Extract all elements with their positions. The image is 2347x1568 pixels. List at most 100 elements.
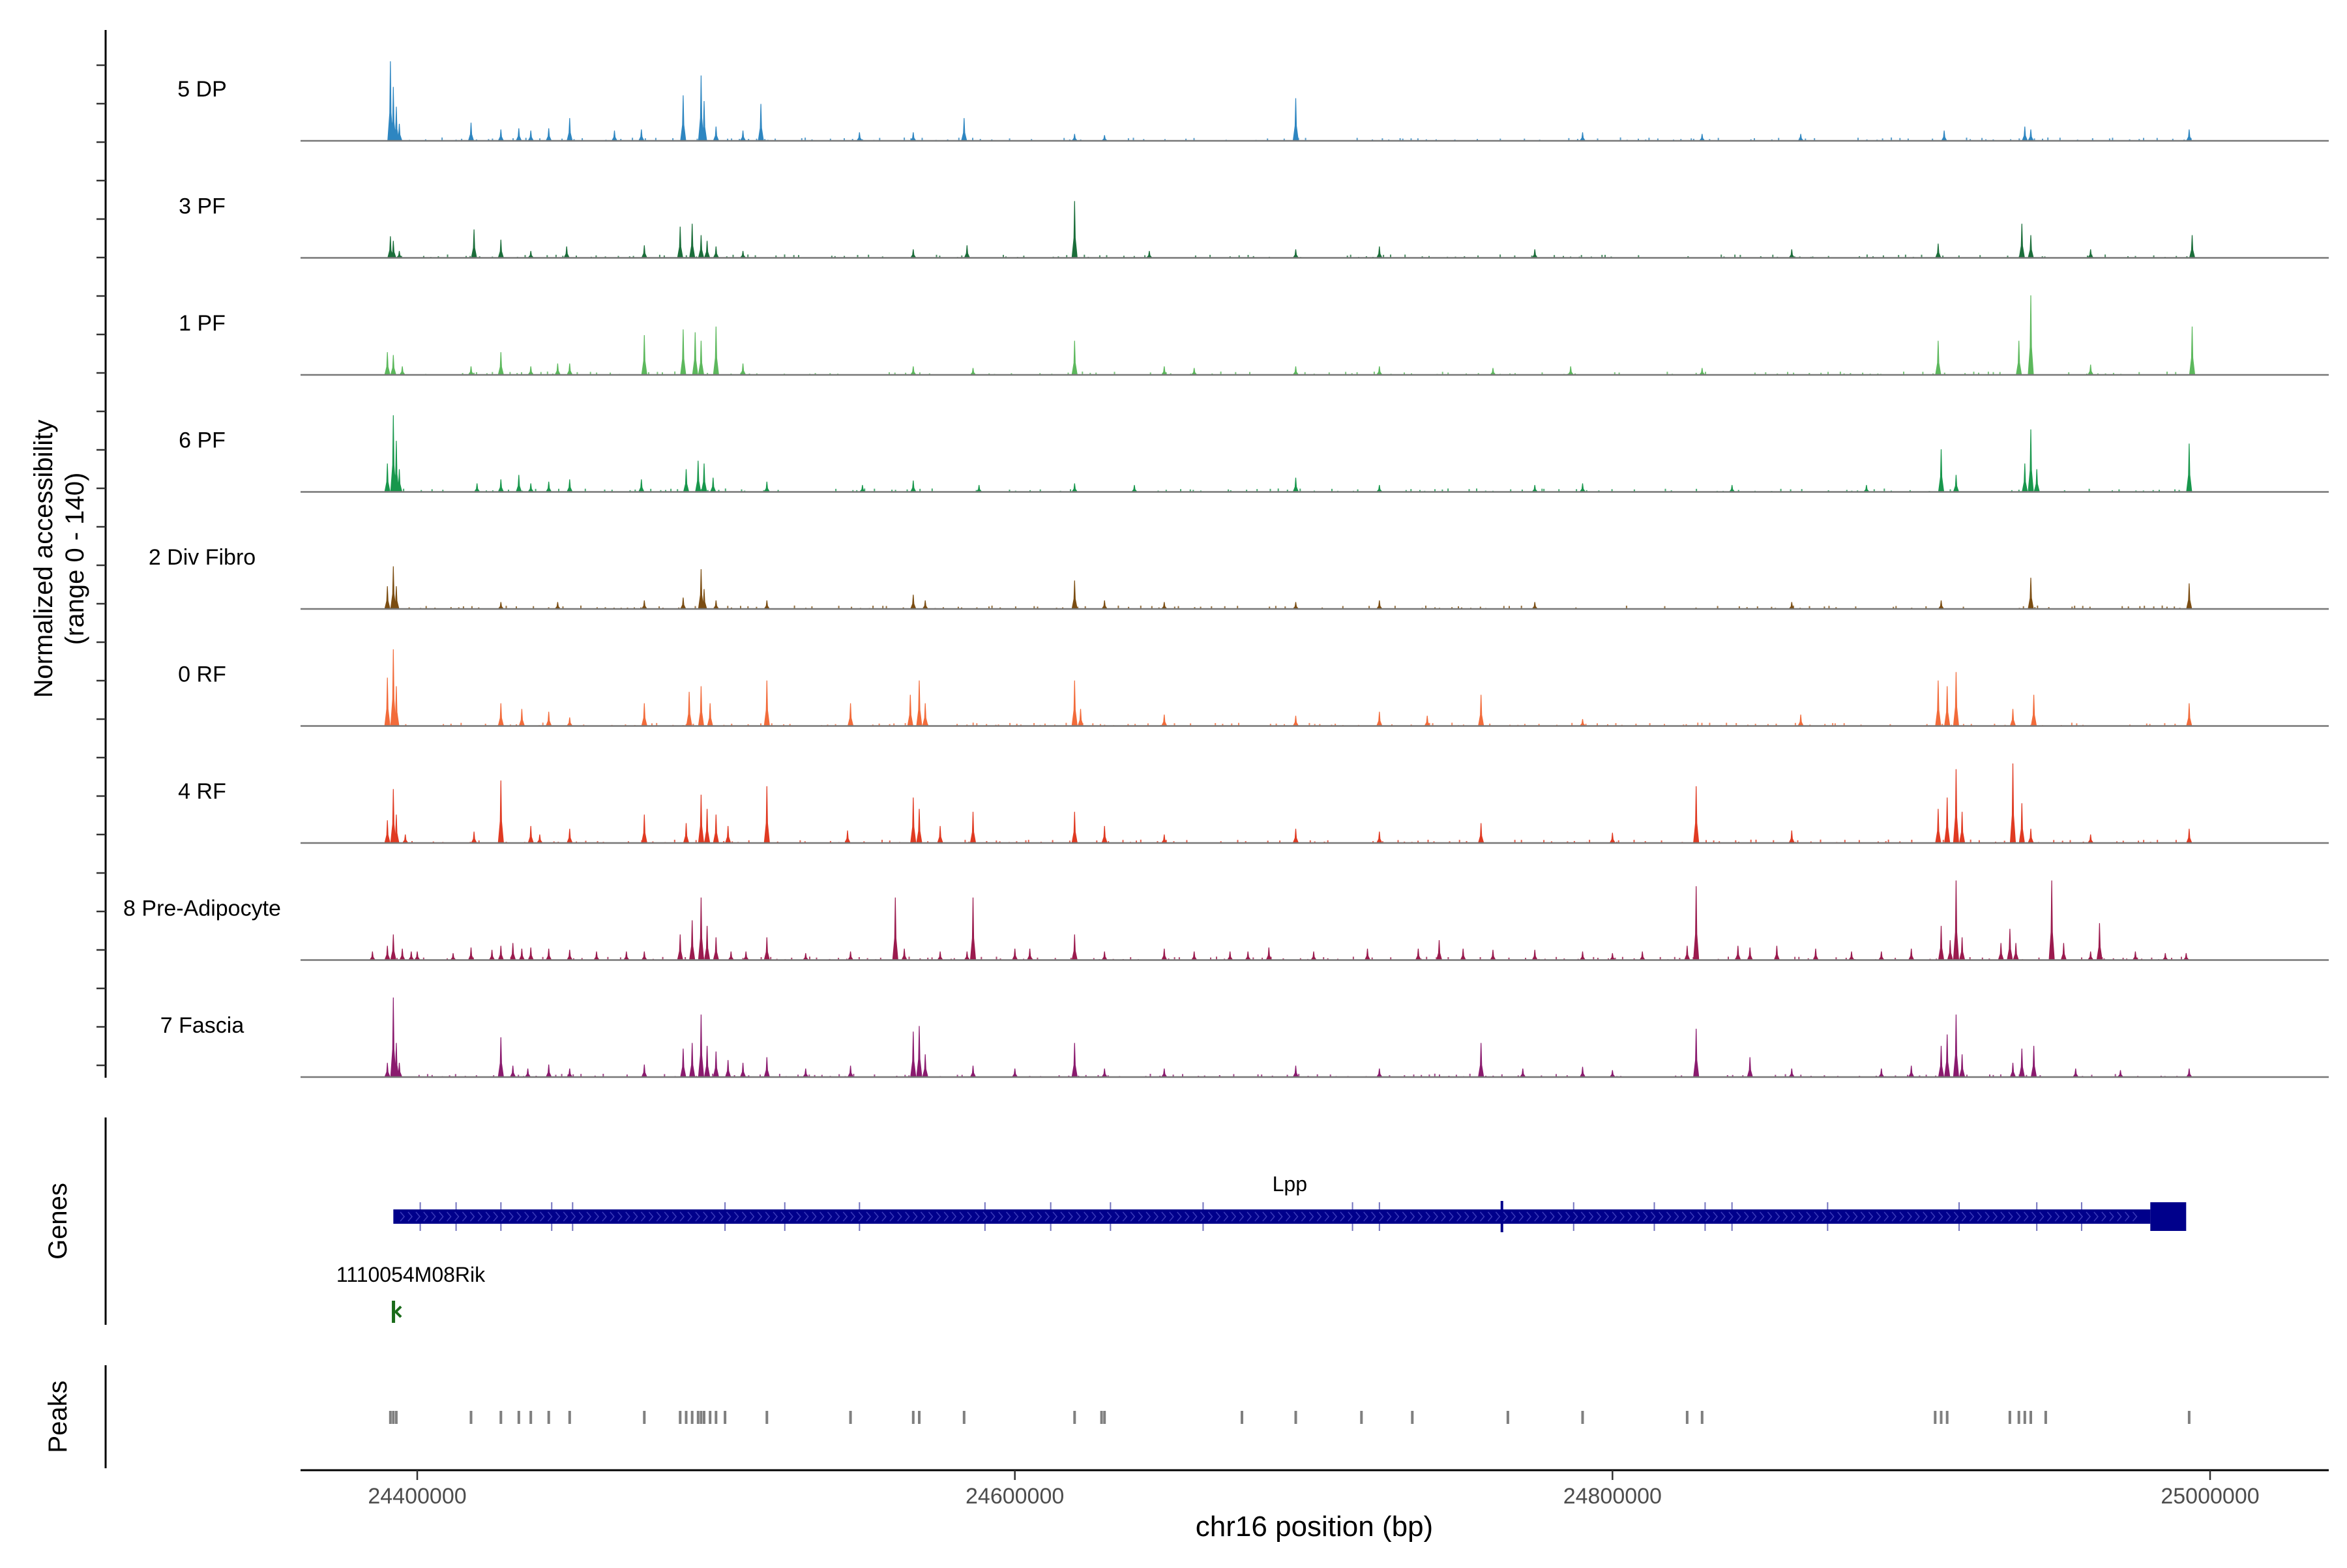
signal-peak [683,469,690,493]
strand-arrow [943,1211,949,1222]
strand-arrow [2024,1211,2029,1222]
strand-arrow [1953,1211,1959,1222]
track-7: 4 RF [178,763,2329,844]
strand-arrow [858,1211,864,1222]
strand-arrow [1449,1211,1454,1222]
strand-arrow [1076,1211,1081,1222]
signal-peak [384,677,391,727]
signal-peak [680,1048,686,1078]
strand-arrow [1752,1211,1757,1222]
strand-arrow [1417,1211,1423,1222]
signal-peak [1160,949,1168,961]
peak-region [1241,1411,1243,1424]
peak-region [469,1411,473,1424]
signal-peak [703,241,711,259]
gene-body [393,1209,2151,1224]
signal-peak [802,953,810,961]
signal-peak [2015,340,2022,376]
signal-peak [2028,429,2034,493]
signal-peak [545,128,552,141]
strand-arrow [757,1211,763,1222]
signal-peak [1011,949,1018,961]
x-axis-ticks: 24400000 24600000 24800000 25000000 [368,1470,2260,1509]
signal-peak [1698,134,1706,141]
strand-arrow [703,1211,708,1222]
strand-arrow [897,1211,902,1222]
signal-peak [2021,126,2028,141]
strand-arrow [842,1211,848,1222]
signal-peak [688,1043,696,1078]
peak-regions-panel [389,1411,2191,1424]
strand-arrow [1923,1211,1928,1222]
signal-peak [2028,295,2034,376]
strand-arrow [1829,1211,1835,1222]
signal-peak [497,479,505,493]
signal-peak [1071,340,1078,376]
strand-arrow [881,1211,887,1222]
strand-arrow [1511,1211,1516,1222]
strand-arrow [540,1211,545,1222]
y-axis-label-line2: (range 0 - 140) [61,473,89,645]
strand-arrow [788,1211,793,1222]
signal-peak [1460,949,1467,961]
signal-peak [739,1063,746,1078]
peak-region [679,1411,682,1424]
signal-peak [909,249,917,259]
signal-peak [641,1064,648,1078]
track-label: 6 PF [179,428,226,453]
signal-peak [566,1068,573,1078]
signal-peak [515,128,522,141]
signal-peak [2189,326,2196,376]
signal-peak [1938,449,1945,493]
signal-peak [566,949,573,961]
track-label: 1 PF [179,311,226,336]
signal-peak [1579,1067,1586,1078]
strand-arrow [1759,1211,1765,1222]
signal-peak [1747,947,1754,961]
signal-peak [545,1064,552,1078]
strand-arrow [1044,1211,1050,1222]
signal-peak [695,460,701,493]
strand-arrow [951,1211,957,1222]
strand-arrow [1588,1211,1594,1222]
peak-region [962,1411,966,1424]
signal-peak [1693,1028,1700,1078]
signal-peak [566,363,573,376]
strand-arrow [936,1211,941,1222]
strand-arrow [1068,1211,1073,1222]
signal-peak [964,245,971,259]
strand-arrow [2070,1211,2076,1222]
signal-peak [1130,484,1138,493]
strand-arrow [1456,1211,1462,1222]
genes-panel-label: Genes [44,1183,72,1260]
strand-arrow [1006,1211,1011,1222]
strand-arrow [1363,1211,1368,1222]
strand-arrow [602,1211,607,1222]
strand-arrow [1868,1211,1874,1222]
strand-arrow [431,1211,436,1222]
signal-peak [916,680,923,727]
signal-peak [724,1059,731,1078]
strand-arrow [1348,1211,1353,1222]
track-6: 0 RF [178,649,2329,727]
strand-arrow [1627,1211,1632,1222]
signal-peak [1310,951,1318,961]
strand-arrow [1394,1211,1400,1222]
signal-peak [2028,578,2034,610]
strand-arrow [1814,1211,1819,1222]
signal-peak [1935,808,1941,844]
signal-peak [856,132,863,141]
strand-arrow [726,1211,731,1222]
strand-arrow [1332,1211,1338,1222]
signal-peak [1797,134,1805,141]
strand-arrow [407,1211,413,1222]
strand-arrow [1091,1211,1097,1222]
peak-region [690,1411,694,1424]
signal-peak [2087,249,2094,259]
signal-peak [1944,797,1951,844]
signal-peak [1245,951,1252,961]
signal-peak [763,680,770,727]
x-tick-label: 24400000 [368,1484,466,1509]
signal-peak [2087,951,2094,961]
peak-region [1685,1411,1689,1424]
